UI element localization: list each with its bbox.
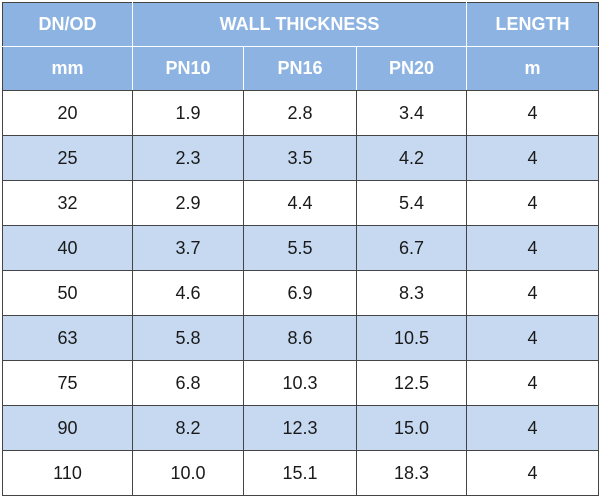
table-cell: 25 [2,135,133,181]
table-cell: 6.7 [355,225,468,271]
table-cell: 1.9 [132,90,244,136]
table-cell: 3.4 [355,90,468,136]
table-row: 110 10.0 15.1 18.3 4 [2,450,600,496]
table-cell: 3.7 [132,225,244,271]
table-cell: 18.3 [355,450,468,496]
table-cell: 90 [2,405,133,451]
table-cell: 12.3 [243,405,357,451]
table-cell: 4 [466,405,600,451]
table-cell: 2.9 [132,180,244,226]
header-cell: LENGTH [466,2,600,47]
table-row: 32 2.9 4.4 5.4 4 [2,180,600,226]
table-cell: 5.4 [355,180,468,226]
table-row: 20 1.9 2.8 3.4 4 [2,90,600,136]
table-cell: 110 [2,450,133,496]
table-header: DN/OD WALL THICKNESS LENGTH mm PN10 PN16… [2,2,600,91]
table-cell: 3.5 [243,135,357,181]
table-cell: 6.8 [132,360,244,406]
table-row: 50 4.6 6.9 8.3 4 [2,270,600,316]
table-cell: 15.0 [355,405,468,451]
unit-cell: PN20 [355,46,468,91]
table-row: 25 2.3 3.5 4.2 4 [2,135,600,181]
table-cell: 4 [466,135,600,181]
table-cell: 5.5 [243,225,357,271]
table-row: 63 5.8 8.6 10.5 4 [2,315,600,361]
unit-cell: PN10 [132,46,244,91]
table-cell: 32 [2,180,133,226]
table-cell: 4.6 [132,270,244,316]
header-cell: WALL THICKNESS [131,2,468,47]
table-cell: 12.5 [355,360,468,406]
unit-cell: PN16 [243,46,357,91]
table-cell: 6.9 [243,270,357,316]
table-cell: 4.4 [243,180,357,226]
table-cell: 63 [2,315,133,361]
header-cell: DN/OD [2,2,133,47]
table-cell: 50 [2,270,133,316]
table-row: 90 8.2 12.3 15.0 4 [2,405,600,451]
table-cell: 4 [466,315,600,361]
table-cell: 10.3 [243,360,357,406]
table-cell: 40 [2,225,133,271]
unit-cell: m [466,46,600,91]
table-cell: 5.8 [132,315,244,361]
unit-cell: mm [2,46,133,91]
table-cell: 4 [466,180,600,226]
table-row: 75 6.8 10.3 12.5 4 [2,360,600,406]
table-cell: 2.3 [132,135,244,181]
table-cell: 4.2 [355,135,468,181]
table-cell: 10.0 [132,450,244,496]
header-row: mm PN10 PN16 PN20 m [2,46,600,91]
table-cell: 4 [466,270,600,316]
table-cell: 15.1 [243,450,357,496]
table-cell: 8.2 [132,405,244,451]
table-cell: 4 [466,90,600,136]
table-cell: 8.3 [355,270,468,316]
table-cell: 8.6 [243,315,357,361]
table-cell: 4 [466,360,600,406]
table-cell: 4 [466,225,600,271]
table-body: 20 1.9 2.8 3.4 4 25 2.3 3.5 4.2 4 32 2.9 4.4 5.4 4 40 3.… [2,90,600,496]
table-cell: 10.5 [355,315,468,361]
header-row: DN/OD WALL THICKNESS LENGTH [2,2,600,47]
table-row: 40 3.7 5.5 6.7 4 [2,225,600,271]
table-cell: 75 [2,360,133,406]
table-cell: 2.8 [243,90,357,136]
table-cell: 20 [2,90,133,136]
table-cell: 4 [466,450,600,496]
